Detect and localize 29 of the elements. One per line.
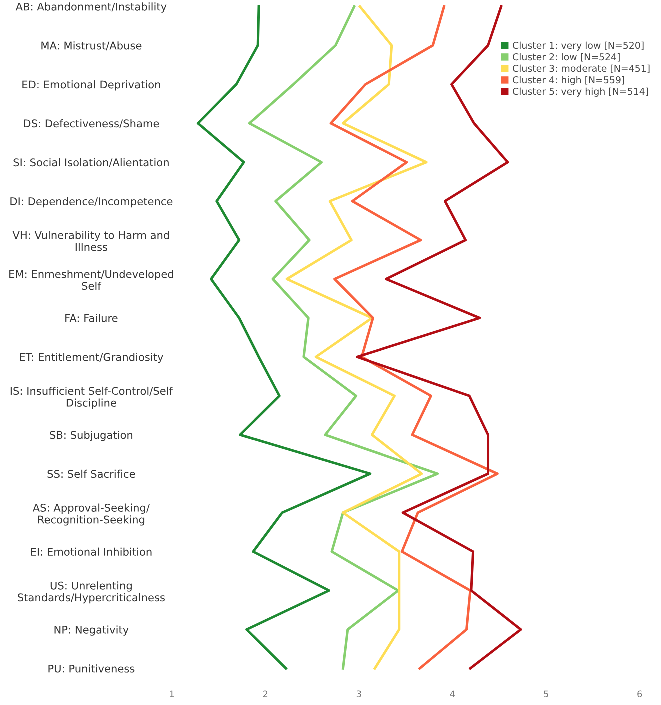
y-tick-label: ET: Entitlement/Grandiosity — [20, 353, 164, 364]
legend-label: Cluster 3: moderate [N=451] — [513, 64, 650, 74]
y-tick-label: EI: Emotional Inhibition — [31, 548, 152, 556]
y-tick-label: DS: Defectiveness/Shame — [24, 119, 160, 128]
y-tick-label: NP: Negativity — [54, 626, 129, 636]
x-tick-label: 5 — [544, 690, 548, 698]
legend-label: Cluster 1: very low [N=520] — [513, 42, 644, 51]
legend-label: Cluster 5: very high [N=514] — [513, 88, 648, 97]
y-tick-label: AB: Abandonment/Instability — [16, 2, 167, 13]
legend-label: Cluster 4: high [N=559] — [513, 76, 624, 86]
y-tick-label: ED: Emotional Deprivation — [22, 80, 160, 91]
x-tick-label: 2 — [263, 690, 268, 698]
x-tick-label: 3 — [356, 690, 362, 698]
y-tick-label: EM: Enmeshment/Undeveloped Self — [10, 270, 174, 290]
y-tick-label: DI: Dependence/Incompetence — [10, 197, 173, 208]
y-tick-label: PU: Punitiveness — [48, 664, 135, 673]
y-tick-label: SS: Self Sacrifice — [48, 470, 136, 478]
x-tick-label: 1 — [170, 690, 174, 698]
y-tick-label: US: Unrelenting Standards/Hypercriticalness — [18, 582, 165, 604]
y-tick-label: SB: Subjugation — [50, 431, 133, 442]
x-tick-label: 4 — [450, 690, 456, 698]
y-tick-label: AS: Approval-Seeking/ Recognition-Seeking — [32, 504, 150, 526]
y-tick-label: VH: Vulnerability to Harm and Illness — [12, 231, 170, 252]
x-tick-label: 6 — [638, 690, 642, 698]
y-tick-label: IS: Insufficient Self-Control/Self Discipline — [10, 386, 174, 409]
y-tick-label: FA: Failure — [66, 314, 118, 322]
y-tick-label: SI: Social Isolation/Alientation — [14, 158, 169, 168]
legend-label: Cluster 2: low [N=524] — [513, 53, 620, 62]
y-tick-label: MA: Mistrust/Abuse — [42, 42, 142, 51]
